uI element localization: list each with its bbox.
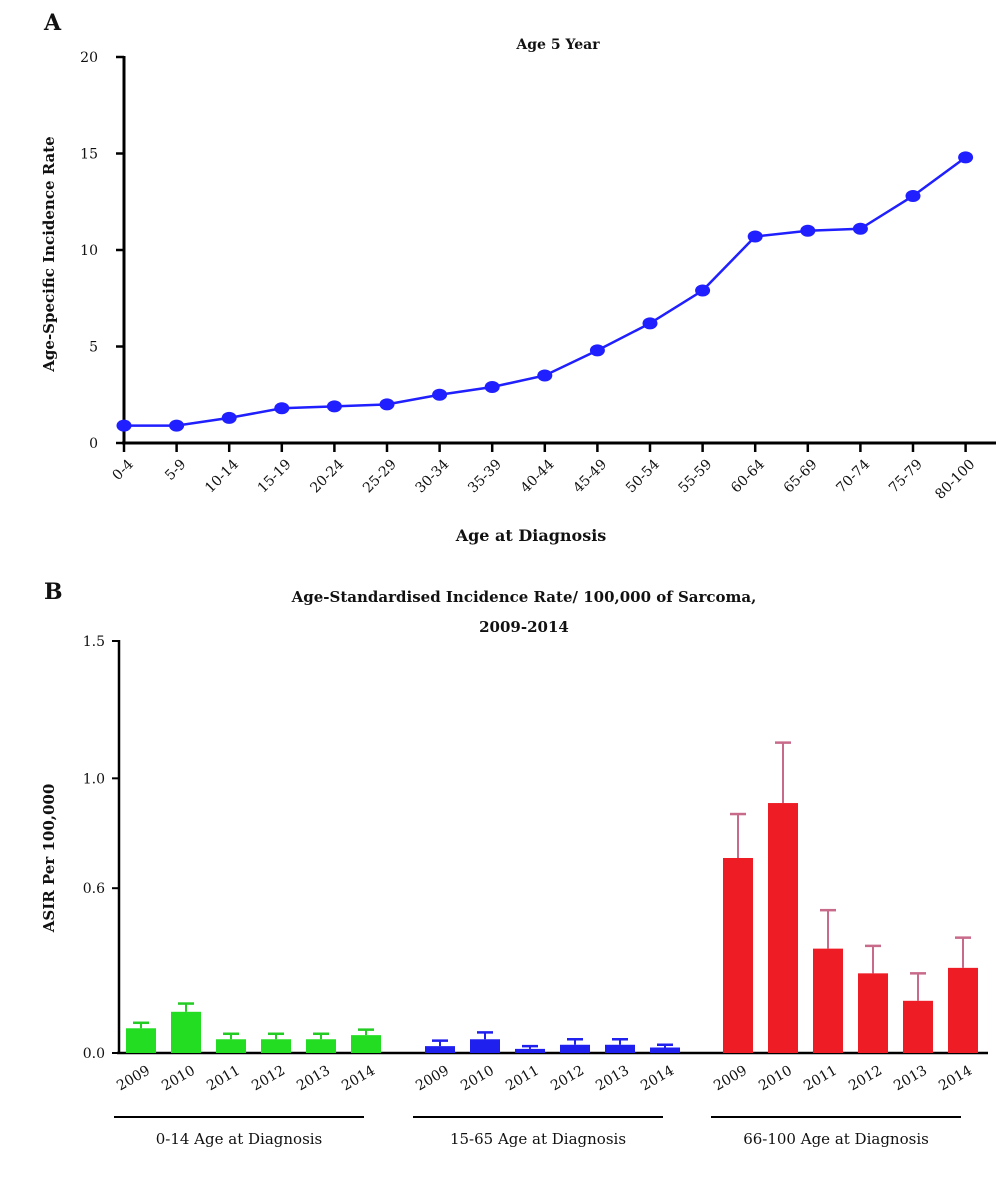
point xyxy=(537,369,553,382)
x-tick-label: 2010 xyxy=(458,1063,497,1095)
point xyxy=(800,224,816,237)
bar xyxy=(605,1044,635,1053)
x-tick-label: 20-24 xyxy=(307,456,347,496)
point xyxy=(905,189,921,202)
y-axis-label: ASIR Per 100,000 xyxy=(40,784,58,934)
x-tick-label: 75-79 xyxy=(886,457,926,497)
point xyxy=(274,402,290,415)
group-label: 66-100 Age at Diagnosis xyxy=(743,1130,929,1148)
y-tick-label: 0.6 xyxy=(83,881,105,897)
x-tick-label: 10-14 xyxy=(202,456,242,496)
x-tick-label: 55-59 xyxy=(676,457,716,497)
x-tick-label: 2012 xyxy=(846,1063,885,1095)
x-tick-label: 45-49 xyxy=(570,457,610,497)
bar xyxy=(948,967,978,1053)
panel-label: B xyxy=(44,579,63,605)
x-tick-label: 35-39 xyxy=(465,457,505,497)
point xyxy=(958,151,974,164)
x-tick-label: 65-69 xyxy=(781,457,821,497)
x-tick-label: 25-29 xyxy=(360,457,400,497)
bar xyxy=(515,1048,545,1053)
panel-label: A xyxy=(43,10,62,36)
bar xyxy=(216,1039,246,1053)
x-tick-label: 2011 xyxy=(801,1063,840,1095)
point xyxy=(852,222,868,235)
group-label: 0-14 Age at Diagnosis xyxy=(156,1130,323,1148)
point xyxy=(326,400,342,413)
point xyxy=(116,419,132,432)
x-tick-label: 2012 xyxy=(548,1063,587,1095)
bar xyxy=(351,1035,381,1053)
point xyxy=(484,381,500,394)
bar xyxy=(171,1011,201,1053)
y-tick-label: 5 xyxy=(89,340,98,356)
bar xyxy=(858,973,888,1053)
x-tick-label: 5-9 xyxy=(162,457,189,484)
bar xyxy=(425,1046,455,1053)
point xyxy=(221,411,237,424)
x-tick-label: 2014 xyxy=(339,1063,378,1095)
point xyxy=(747,230,763,243)
x-tick-label: 2012 xyxy=(249,1063,288,1095)
chart-title: Age 5 Year xyxy=(515,37,600,53)
point xyxy=(642,317,658,330)
chart-title: Age-Standardised Incidence Rate/ 100,000… xyxy=(291,588,757,606)
x-tick-label: 2013 xyxy=(294,1063,333,1095)
bar xyxy=(560,1044,590,1053)
x-tick-label: 2009 xyxy=(114,1063,153,1095)
x-tick-label: 0-4 xyxy=(110,456,137,483)
y-tick-label: 15 xyxy=(80,147,98,163)
y-tick-label: 20 xyxy=(80,50,98,66)
x-tick-label: 50-54 xyxy=(623,456,663,496)
x-tick-label: 2014 xyxy=(638,1063,677,1095)
x-tick-label: 15-19 xyxy=(255,457,295,497)
y-tick-label: 1.0 xyxy=(83,771,105,787)
point xyxy=(432,388,448,401)
group-label: 15-65 Age at Diagnosis xyxy=(450,1130,626,1148)
x-tick-label: 2013 xyxy=(891,1063,930,1095)
bar xyxy=(650,1047,680,1053)
point xyxy=(695,284,711,297)
x-tick-label: 2011 xyxy=(503,1063,542,1095)
bar xyxy=(903,1000,933,1053)
x-tick-label: 30-34 xyxy=(413,456,453,496)
bar xyxy=(126,1028,156,1053)
point xyxy=(589,344,605,357)
point xyxy=(169,419,185,432)
y-tick-label: 1.5 xyxy=(83,634,105,650)
x-tick-label: 2010 xyxy=(756,1063,795,1095)
x-tick-label: 2013 xyxy=(593,1063,632,1095)
x-tick-label: 2010 xyxy=(159,1063,198,1095)
x-tick-label: 2011 xyxy=(204,1063,243,1095)
y-tick-label: 0 xyxy=(89,436,98,452)
x-tick-label: 80-100 xyxy=(932,457,978,503)
y-tick-label: 10 xyxy=(80,243,98,259)
x-tick-label: 2009 xyxy=(711,1063,750,1095)
bar xyxy=(306,1039,336,1053)
point xyxy=(379,398,395,411)
bar xyxy=(261,1039,291,1053)
bar xyxy=(470,1039,500,1053)
x-tick-label: 2009 xyxy=(413,1063,452,1095)
bar xyxy=(768,803,798,1053)
bar xyxy=(723,857,753,1053)
chart-subtitle: 2009-2014 xyxy=(479,618,569,636)
x-tick-label: 70-74 xyxy=(833,456,873,496)
y-tick-label: 0.0 xyxy=(83,1046,105,1062)
bar xyxy=(813,948,843,1053)
x-tick-label: 60-64 xyxy=(728,456,768,496)
x-tick-label: 40-44 xyxy=(518,456,558,496)
x-tick-label: 2014 xyxy=(936,1063,975,1095)
line xyxy=(124,156,967,427)
y-axis-label: Age-Specific Incidence Rate xyxy=(40,136,58,372)
x-axis-label: Age at Diagnosis xyxy=(455,526,607,545)
